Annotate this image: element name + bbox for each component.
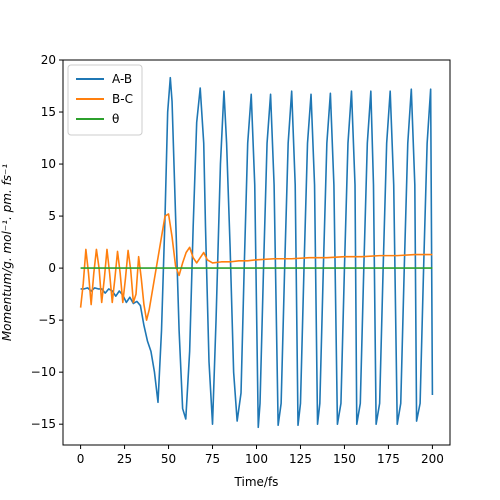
y-tick-label: 10: [41, 157, 56, 171]
x-tick-label: 200: [421, 452, 444, 466]
x-tick-label: 75: [205, 452, 220, 466]
y-axis-label: Momentum/g. mol⁻¹. pm. fs⁻¹: [0, 164, 14, 342]
y-tick-label: −10: [31, 365, 56, 379]
x-tick-label: 25: [117, 452, 132, 466]
x-tick-label: 175: [377, 452, 400, 466]
y-tick-label: 5: [48, 209, 56, 223]
y-tick-label: 0: [48, 261, 56, 275]
y-tick-label: 20: [41, 53, 56, 67]
x-tick-label: 100: [245, 452, 268, 466]
y-tick-label: −15: [31, 417, 56, 431]
legend: A-B B-C θ: [67, 64, 143, 136]
legend-label: B-C: [112, 92, 133, 106]
y-tick-label: −5: [38, 313, 56, 327]
x-tick-label: 0: [77, 452, 85, 466]
legend-label: θ: [112, 112, 119, 126]
y-tick-label: 15: [41, 105, 56, 119]
legend-label: A-B: [112, 72, 132, 86]
y-axis-ticks: −15 −10 −5 0 5 10 15 20: [31, 53, 63, 431]
x-tick-label: 50: [161, 452, 176, 466]
series-line-a-b: [80, 76, 434, 429]
legend-box: [67, 64, 143, 136]
x-axis-ticks: 0 25 50 75 100 125 150 175 200: [77, 445, 444, 466]
x-axis-label: Time/fs: [234, 475, 279, 489]
plot-layer: [79, 76, 434, 429]
series-line-b-c: [79, 213, 433, 321]
x-tick-label: 125: [289, 452, 312, 466]
x-tick-label: 150: [333, 452, 356, 466]
